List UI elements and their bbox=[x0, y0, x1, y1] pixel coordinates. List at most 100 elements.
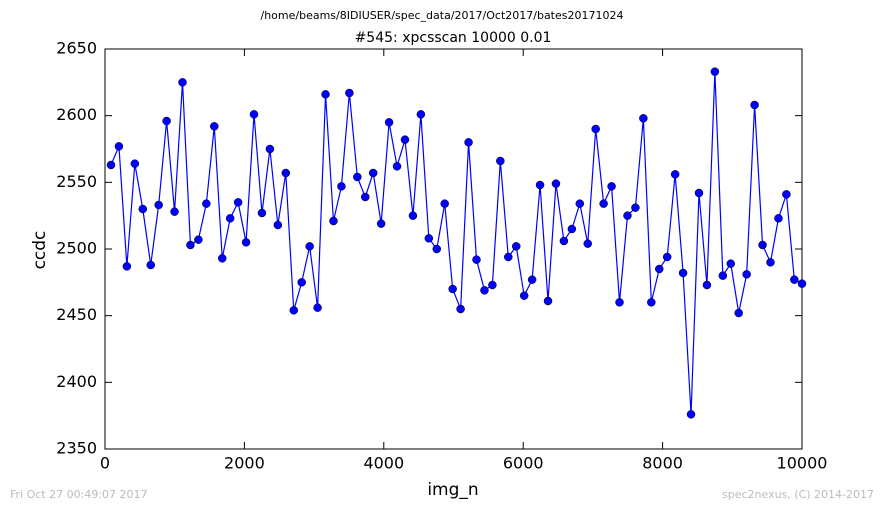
data-point bbox=[734, 308, 743, 318]
data-point bbox=[217, 254, 227, 263]
data-point bbox=[170, 207, 179, 216]
data-point bbox=[138, 204, 148, 214]
data-point bbox=[758, 240, 767, 250]
data-point bbox=[114, 142, 124, 151]
data-point bbox=[559, 236, 569, 246]
data-point bbox=[265, 144, 275, 154]
x-tick-label: 10000 bbox=[777, 454, 828, 473]
data-point bbox=[527, 275, 537, 284]
data-point bbox=[790, 275, 799, 284]
data-point bbox=[456, 304, 465, 314]
data-point bbox=[551, 179, 561, 188]
data-point bbox=[639, 114, 648, 123]
data-point bbox=[496, 156, 505, 166]
data-point bbox=[782, 190, 791, 199]
data-point bbox=[178, 78, 187, 87]
data-point bbox=[797, 279, 807, 288]
data-point bbox=[225, 214, 235, 223]
y-tick-label: 2600 bbox=[56, 105, 97, 124]
data-point bbox=[766, 258, 775, 267]
y-tick-label: 2400 bbox=[56, 372, 97, 391]
data-point bbox=[186, 240, 195, 250]
data-point bbox=[575, 199, 585, 208]
data-point bbox=[154, 200, 163, 210]
data-point bbox=[361, 192, 370, 202]
x-tick-label: 6000 bbox=[503, 454, 544, 473]
data-point bbox=[519, 291, 529, 300]
data-point bbox=[257, 208, 267, 218]
y-tick-label: 2550 bbox=[56, 172, 97, 191]
data-point bbox=[376, 219, 386, 228]
data-point bbox=[655, 264, 664, 274]
data-point bbox=[440, 199, 449, 208]
data-point bbox=[678, 268, 688, 278]
data-point bbox=[670, 170, 680, 179]
data-point bbox=[694, 188, 704, 198]
data-point bbox=[281, 168, 291, 178]
x-tick-label: 2000 bbox=[224, 454, 265, 473]
footer-right: spec2nexus, (C) 2014-2017 bbox=[722, 488, 874, 501]
data-point bbox=[448, 284, 457, 294]
data-point bbox=[480, 286, 489, 295]
data-point bbox=[511, 242, 521, 251]
data-point bbox=[615, 298, 624, 307]
data-point bbox=[726, 259, 736, 268]
data-point bbox=[543, 296, 553, 306]
data-point bbox=[504, 252, 513, 262]
data-point bbox=[472, 255, 481, 264]
data-point bbox=[106, 160, 116, 170]
data-point bbox=[345, 88, 354, 98]
data-point bbox=[321, 90, 330, 99]
x-tick-label: 0 bbox=[100, 454, 110, 473]
data-point bbox=[647, 298, 656, 307]
data-point bbox=[702, 280, 712, 290]
y-tick-label: 2350 bbox=[56, 439, 97, 458]
data-point bbox=[392, 162, 402, 171]
data-point bbox=[305, 242, 314, 251]
data-point bbox=[750, 100, 759, 110]
data-point bbox=[210, 122, 219, 131]
data-point bbox=[273, 220, 283, 230]
data-point bbox=[313, 303, 322, 312]
data-point bbox=[241, 238, 251, 247]
data-point bbox=[249, 110, 259, 119]
suptitle: /home/beams/8IDIUSER/spec_data/2017/Oct2… bbox=[261, 9, 624, 22]
data-point bbox=[297, 278, 306, 287]
series-line bbox=[110, 71, 803, 415]
footer-left: Fri Oct 27 00:49:07 2017 bbox=[10, 488, 148, 501]
data-point bbox=[464, 138, 473, 147]
data-point bbox=[774, 214, 783, 223]
data-point bbox=[742, 270, 751, 279]
data-point bbox=[353, 172, 362, 182]
data-point bbox=[567, 224, 577, 234]
data-point bbox=[408, 211, 418, 220]
data-point bbox=[122, 262, 132, 271]
chart-title: #545: xpcsscan 10000 0.01 bbox=[355, 30, 552, 46]
data-point bbox=[662, 252, 672, 262]
data-point bbox=[631, 203, 640, 212]
data-point bbox=[488, 280, 497, 290]
data-point bbox=[710, 67, 720, 76]
y-tick-label: 2500 bbox=[56, 239, 97, 258]
data-point bbox=[432, 244, 442, 254]
data-point bbox=[194, 235, 203, 244]
x-tick-label: 4000 bbox=[363, 454, 404, 473]
data-point bbox=[591, 124, 600, 134]
y-tick-label: 2450 bbox=[56, 305, 97, 324]
data-point bbox=[337, 182, 346, 191]
x-axis-label: img_n bbox=[427, 480, 478, 500]
data-point bbox=[162, 116, 171, 126]
data-point bbox=[686, 410, 696, 419]
data-point bbox=[130, 159, 140, 168]
data-point bbox=[416, 110, 426, 119]
data-point bbox=[202, 199, 211, 208]
data-point bbox=[384, 118, 394, 127]
x-tick-label: 8000 bbox=[642, 454, 683, 473]
data-point bbox=[400, 135, 410, 144]
data-point bbox=[146, 260, 155, 270]
data-point bbox=[329, 216, 338, 226]
data-point bbox=[718, 271, 728, 280]
data-point bbox=[289, 306, 298, 315]
data-point bbox=[368, 168, 378, 178]
